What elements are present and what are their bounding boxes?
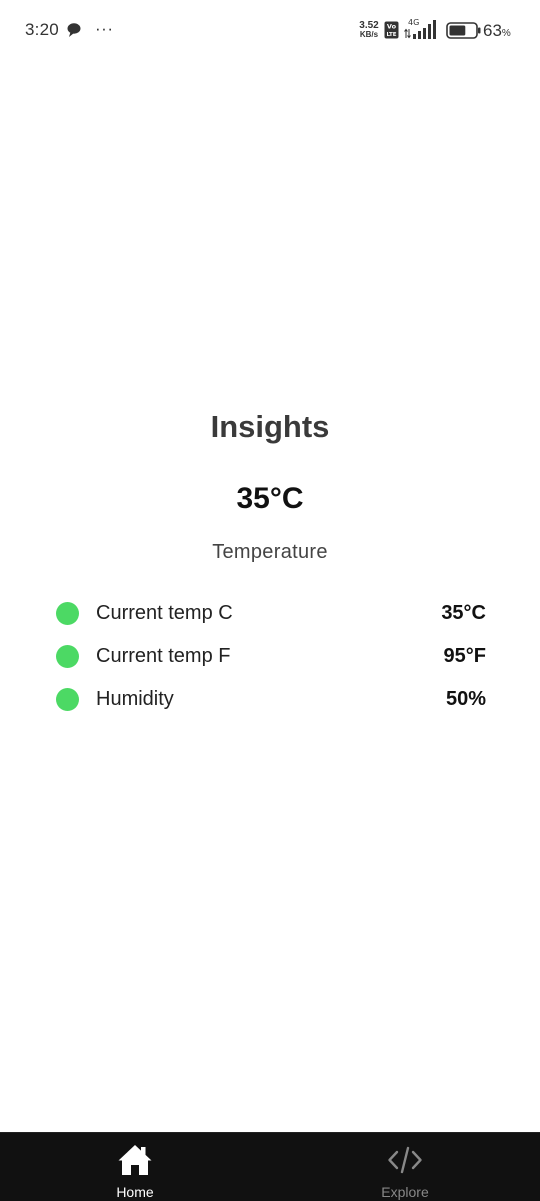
code-icon [388,1146,422,1174]
bottom-navigation: Home Explore [0,1132,540,1201]
svg-text:Vo: Vo [387,23,397,31]
more-notifications-indicator: ··· [95,19,114,38]
status-time: 3:20 [25,20,59,39]
status-dot-icon [56,645,79,668]
main-temperature-label: Temperature [212,541,328,563]
network-speed: 3.52 KB/s [357,20,381,40]
stat-row-humidity: Humidity 50% [56,678,486,721]
network-type-label: 4G [408,18,419,27]
stat-value: 95°F [443,645,486,667]
nav-label-home: Home [116,1184,154,1200]
status-dot-icon [56,602,79,625]
status-bar: 3:20 ··· 3.52 KB/s Vo LTE 4G 63% [0,0,540,62]
network-speed-unit: KB/s [359,30,379,39]
page-title: Insights [210,409,330,444]
home-icon [118,1145,152,1175]
stat-label: Current temp C [96,602,233,624]
stat-label: Current temp F [96,645,231,667]
signal-icon: 4G [404,18,436,39]
battery-percent-unit: % [501,28,511,39]
nav-label-explore: Explore [381,1184,429,1200]
stats-list: Current temp C 35°C Current temp F 95°F … [56,592,486,721]
stat-value: 35°C [441,602,486,624]
battery-percent: 63% [483,21,511,41]
network-speed-value: 3.52 [359,20,379,31]
battery-percent-value: 63 [483,21,502,40]
volte-icon: Vo LTE [384,21,399,39]
svg-text:LTE: LTE [386,32,396,38]
stat-row-current-temp-c: Current temp C 35°C [56,592,486,635]
chat-bubble-icon [67,23,81,37]
main-temperature-value: 35°C [236,482,304,515]
stat-value: 50% [445,688,486,710]
stat-row-current-temp-f: Current temp F 95°F [56,635,486,678]
nav-item-explore[interactable]: Explore [305,1133,505,1201]
stat-label: Humidity [96,688,174,710]
nav-item-home[interactable]: Home [35,1133,235,1201]
status-dot-icon [56,688,79,711]
battery-icon [446,22,481,39]
